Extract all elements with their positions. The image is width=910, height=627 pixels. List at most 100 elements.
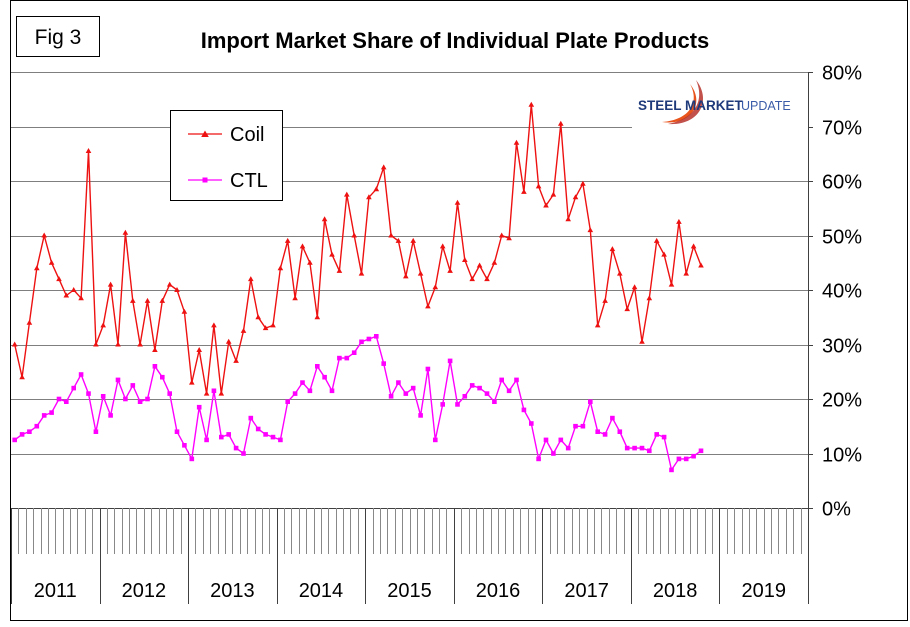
data-point-ctl (263, 432, 268, 437)
data-point-coil (668, 281, 675, 287)
data-point-coil (292, 295, 298, 301)
data-point-coil (432, 284, 439, 290)
data-point-coil (661, 251, 667, 257)
chart-frame (10, 0, 908, 621)
data-point-ctl (292, 391, 298, 396)
data-point-ctl (455, 402, 460, 407)
data-point-coil (48, 259, 55, 265)
data-point-coil (122, 229, 129, 235)
data-point-coil (11, 341, 18, 347)
data-point-coil (631, 284, 638, 290)
data-point-coil (189, 379, 195, 385)
data-point-coil (498, 232, 505, 238)
data-point-ctl (86, 391, 91, 396)
logo-swoosh-dark-icon (668, 80, 704, 125)
data-point-coil (594, 322, 601, 328)
data-point-coil (344, 191, 350, 197)
data-point-coil (558, 120, 564, 126)
y-tick-label: 80% (822, 63, 862, 85)
figure-label: Fig 3 (35, 26, 82, 49)
data-point-ctl (93, 429, 99, 434)
data-point-coil (580, 180, 586, 186)
steel-market-update-logo: STEEL MARKET UPDATE (632, 80, 808, 128)
data-point-coil (454, 199, 461, 205)
data-point-ctl (322, 374, 327, 380)
data-point-ctl (56, 396, 62, 402)
data-point-coil (218, 390, 225, 396)
data-point-ctl (211, 388, 217, 394)
data-point-ctl (189, 456, 195, 462)
data-point-coil (373, 186, 380, 192)
data-point-ctl (469, 383, 475, 388)
data-point-coil (196, 347, 202, 352)
data-point-ctl (130, 383, 136, 388)
data-point-coil (491, 259, 498, 265)
data-point-coil (321, 216, 328, 222)
data-point-coil (425, 303, 431, 309)
data-point-ctl (233, 445, 239, 451)
year-label: 2016 (476, 580, 521, 602)
chart-title: Import Market Share of Individual Plate … (201, 28, 710, 53)
data-point-coil (299, 243, 306, 249)
data-point-ctl (255, 426, 261, 432)
data-point-coil (484, 276, 490, 282)
data-point-ctl (270, 434, 276, 440)
data-point-coil (100, 322, 106, 328)
year-label: 2011 (34, 580, 77, 602)
data-point-coil (439, 243, 446, 249)
data-point-coil (26, 319, 33, 325)
data-point-coil (624, 306, 630, 312)
data-point-coil (388, 232, 394, 238)
data-point-coil (233, 357, 239, 363)
data-point-ctl (602, 432, 608, 437)
figure-label-box: Fig 3 (16, 16, 100, 57)
year-label: 2014 (299, 580, 344, 602)
data-point-ctl (19, 432, 25, 437)
data-point-ctl (285, 399, 290, 404)
y-tick-label: 70% (822, 118, 862, 140)
data-point-coil (447, 267, 453, 273)
data-point-ctl (610, 415, 615, 421)
data-point-ctl (71, 385, 76, 391)
data-point-coil (63, 292, 70, 298)
year-label: 2019 (741, 580, 786, 602)
data-point-coil (698, 262, 704, 268)
data-point-ctl (536, 456, 541, 462)
series-coil (11, 101, 704, 396)
data-point-ctl (447, 358, 453, 364)
data-point-ctl (167, 391, 172, 396)
data-point-coil (152, 347, 158, 352)
data-point-coil (203, 390, 210, 396)
data-point-coil (70, 287, 77, 292)
data-point-ctl (521, 407, 527, 413)
data-point-ctl (558, 437, 564, 443)
data-point-coil (617, 270, 623, 276)
series-ctl (12, 334, 704, 473)
data-point-ctl (565, 445, 571, 451)
data-point-ctl (34, 423, 40, 429)
data-point-coil (284, 237, 291, 243)
legend-ctl-marker (202, 177, 208, 183)
data-point-coil (270, 322, 276, 328)
data-point-ctl (137, 399, 143, 404)
year-label: 2018 (653, 580, 698, 602)
data-point-coil (506, 235, 512, 241)
data-point-ctl (115, 377, 121, 383)
data-point-ctl (152, 364, 158, 369)
data-point-coil (166, 281, 173, 287)
legend-box (170, 110, 283, 201)
data-point-ctl (366, 336, 372, 342)
data-point-coil (403, 273, 409, 279)
data-point-coil (144, 297, 151, 303)
data-point-coil (159, 297, 166, 303)
y-tick-label: 0% (822, 499, 851, 521)
data-point-coil (262, 325, 269, 331)
axis-layer: 0% 10% 20% 30% 40% 50% 60% 70% 80% (11, 63, 862, 604)
data-point-ctl (410, 385, 416, 391)
data-point-ctl (492, 399, 497, 404)
data-point-coil (56, 276, 62, 282)
data-point-coil (550, 191, 557, 197)
data-point-coil (602, 297, 608, 303)
